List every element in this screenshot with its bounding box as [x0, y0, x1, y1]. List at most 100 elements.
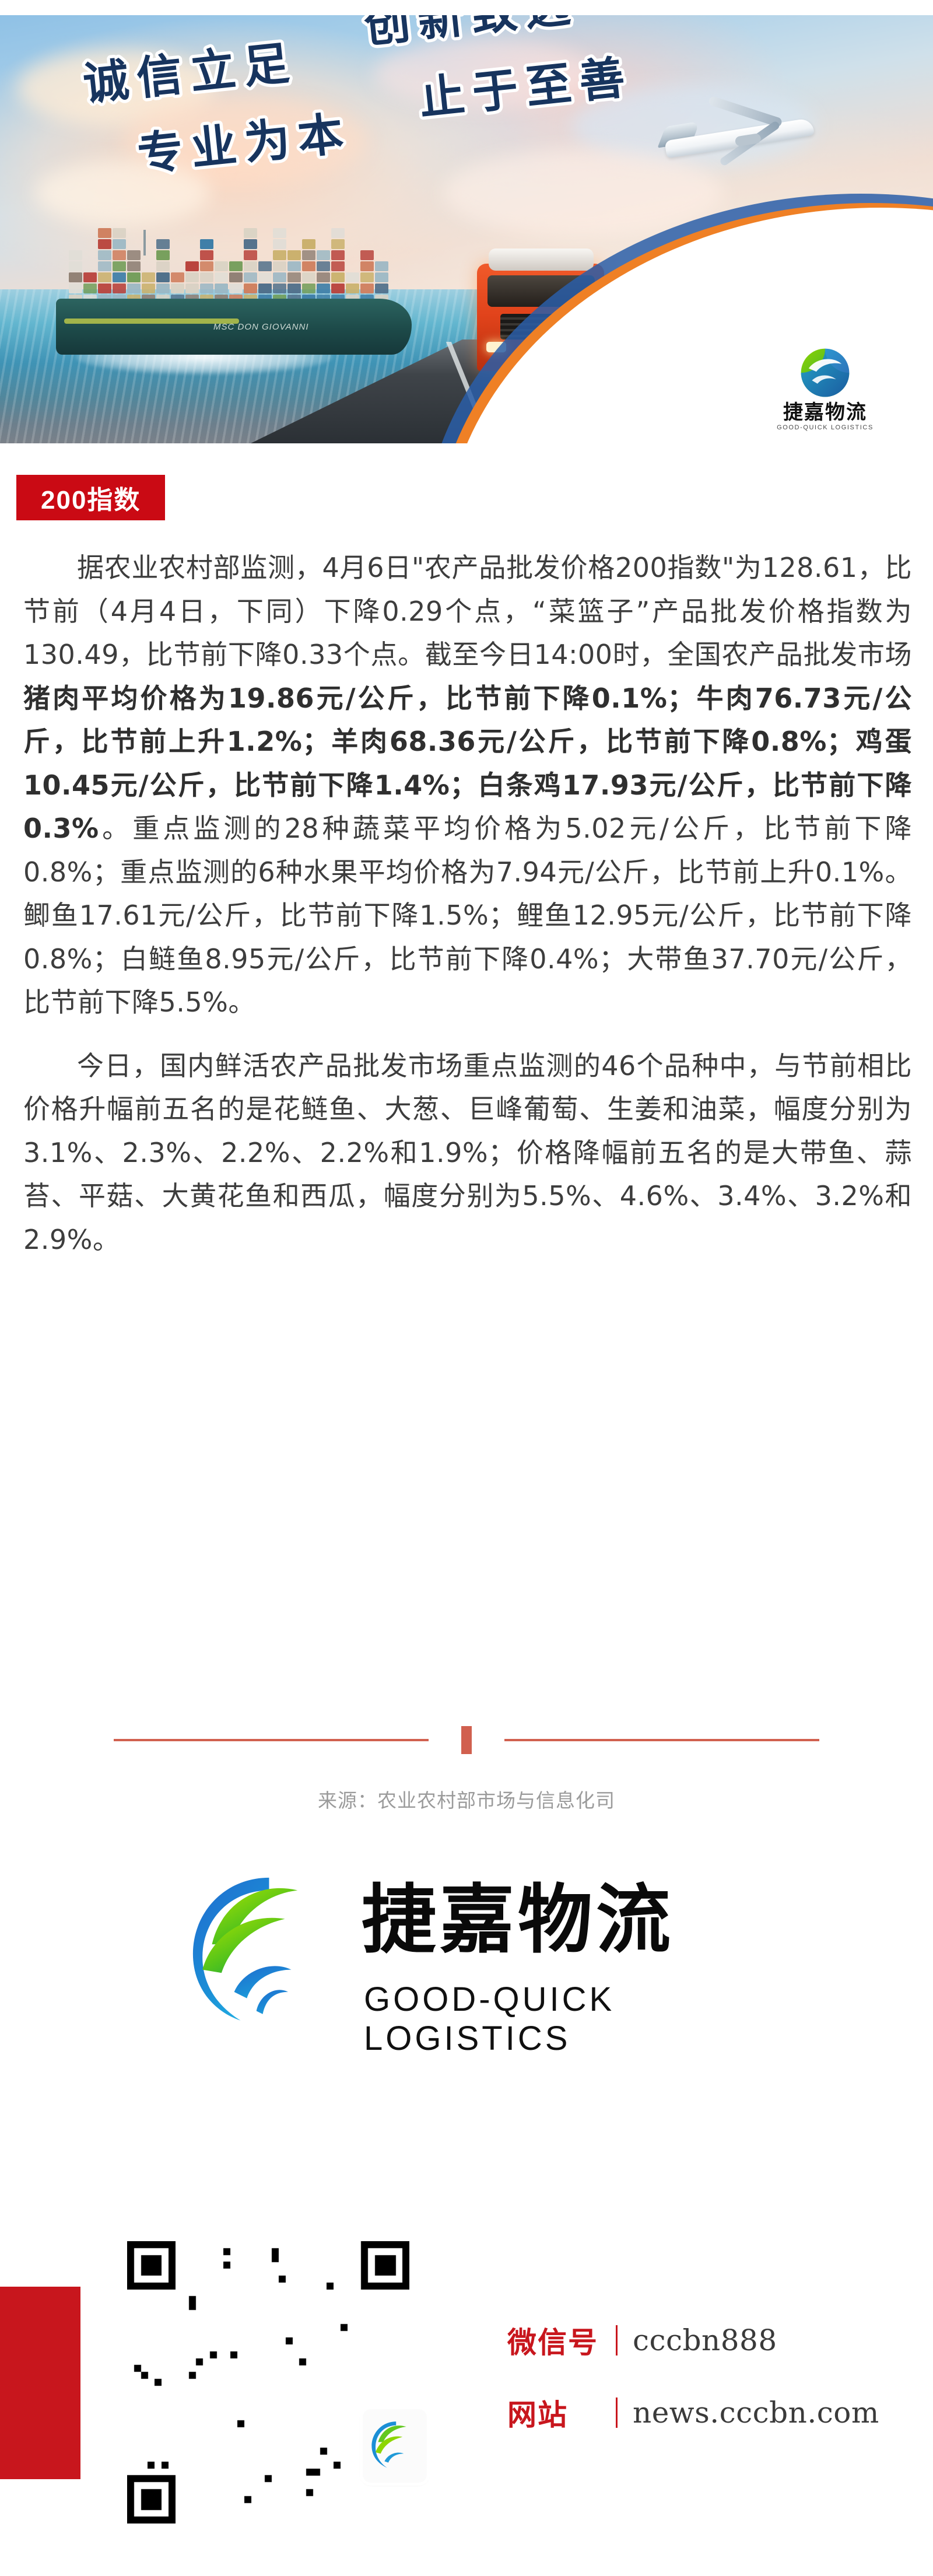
cargo-container	[185, 261, 199, 271]
cargo-container	[127, 284, 141, 293]
slogan-2: 创新致远	[362, 15, 581, 53]
cargo-container	[331, 272, 345, 282]
cargo-container	[360, 272, 374, 282]
cargo-container	[346, 272, 359, 282]
paragraph-1: 据农业农村部监测，4月6日"农产品批发价格200指数"为128.61，比节前（4…	[23, 546, 912, 1024]
contact-info: 微信号 cccbn888 网站 news.cccbn.com	[507, 2319, 892, 2464]
cargo-container	[215, 261, 228, 271]
cargo-container	[98, 239, 111, 249]
cargo-container	[229, 261, 243, 271]
cloud	[373, 38, 595, 108]
cargo-container	[113, 261, 126, 271]
cargo-container	[200, 261, 213, 271]
brand-name-en: GOOD-QUICK LOGISTICS	[364, 1980, 615, 2057]
cargo-container	[244, 239, 257, 249]
cargo-container	[287, 250, 301, 260]
cargo-container	[273, 239, 286, 249]
divider-line-left	[114, 1739, 429, 1741]
cargo-container	[229, 272, 243, 282]
cargo-container	[331, 261, 345, 271]
cargo-container	[171, 272, 184, 282]
article-body: 据农业农村部监测，4月6日"农产品批发价格200指数"为128.61，比节前（4…	[23, 546, 912, 1281]
separator-bar	[616, 2325, 618, 2356]
cargo-container	[273, 284, 286, 293]
section-header: 200指数	[0, 467, 933, 532]
divider-line-right	[504, 1739, 819, 1741]
cargo-container	[69, 272, 82, 282]
slogan-3: 专业为本	[135, 106, 355, 181]
cargo-container	[346, 284, 359, 293]
cargo-container	[156, 261, 170, 271]
ship-name-label: MSC DON GIOVANNI	[213, 322, 309, 332]
cargo-container	[171, 284, 184, 293]
cargo-container	[127, 250, 141, 260]
cargo-container	[287, 284, 301, 293]
cargo-container	[375, 261, 388, 271]
cargo-container	[215, 272, 228, 282]
cargo-container	[98, 261, 111, 271]
cargo-container	[244, 272, 257, 282]
cargo-container	[287, 272, 301, 282]
cargo-container	[273, 228, 286, 238]
cargo-container	[244, 250, 257, 260]
website-value[interactable]: news.cccbn.com	[633, 2396, 879, 2430]
banner-logo: 捷嘉物流 GOOD-QUICK LOGISTICS	[752, 345, 898, 440]
cargo-container	[185, 284, 199, 293]
cargo-container	[244, 284, 257, 293]
cargo-container	[331, 228, 345, 238]
section-badge[interactable]: 200指数	[16, 475, 166, 520]
ship-hull	[56, 299, 412, 355]
cargo-container	[273, 272, 286, 282]
cargo-container	[156, 284, 170, 293]
cargo-container	[360, 284, 374, 293]
cargo-container	[331, 284, 345, 293]
cargo-container	[258, 272, 272, 282]
cargo-container	[317, 261, 330, 271]
cargo-container	[156, 272, 170, 282]
cargo-container	[142, 284, 155, 293]
cargo-container	[302, 239, 315, 249]
brand-logo-block: 捷嘉物流 GOOD-QUICK LOGISTICS	[0, 1855, 933, 2100]
wechat-qr-code[interactable]	[127, 2241, 427, 2524]
wechat-label: 微信号	[507, 2326, 598, 2360]
banner-logo-en: GOOD-QUICK LOGISTICS	[777, 424, 874, 431]
cargo-container	[98, 250, 111, 260]
cargo-container	[69, 250, 82, 260]
section-divider	[0, 1726, 933, 1754]
wechat-value: cccbn888	[633, 2323, 777, 2357]
cargo-container	[200, 284, 213, 293]
cargo-container	[331, 239, 345, 249]
banner-logo-name: 捷嘉物流	[783, 401, 867, 424]
source-line: 来源：农业农村部市场与信息化司	[318, 1789, 615, 1812]
separator-bar	[616, 2398, 618, 2428]
footer-red-bar	[0, 2287, 80, 2479]
cargo-container	[185, 272, 199, 282]
cargo-container	[331, 250, 345, 260]
banner-slogans: 诚信立足 创新致远 专业为本 止于至善	[78, 15, 639, 185]
cargo-container	[83, 284, 97, 293]
cargo-container	[98, 284, 111, 293]
cargo-container	[69, 284, 82, 293]
cargo-container	[317, 284, 330, 293]
cargo-container	[273, 250, 286, 260]
cargo-container	[98, 228, 111, 238]
cargo-container	[113, 284, 126, 293]
qr-center-logo-icon	[363, 2409, 427, 2483]
website-row: 网站 news.cccbn.com	[507, 2392, 892, 2434]
slogan-4: 止于至善	[416, 50, 636, 125]
cargo-container	[98, 272, 111, 282]
p1-pre: 据农业农村部监测，4月6日"农产品批发价格200指数"为128.61，比节前（4…	[23, 552, 912, 671]
cloud	[35, 161, 210, 225]
cargo-container	[113, 250, 126, 260]
cargo-container	[375, 284, 388, 293]
cargo-container	[317, 250, 330, 260]
cargo-container	[375, 272, 388, 282]
cargo-container	[258, 261, 272, 271]
cargo-container	[302, 250, 315, 260]
cargo-container	[113, 272, 126, 282]
cargo-container	[113, 239, 126, 249]
divider-square	[461, 1726, 472, 1754]
cargo-container	[156, 239, 170, 249]
cargo-container	[244, 261, 257, 271]
p1-post: 。重点监测的28种蔬菜平均价格为5.02元/公斤，比节前下降0.8%；重点监测的…	[23, 813, 912, 1019]
